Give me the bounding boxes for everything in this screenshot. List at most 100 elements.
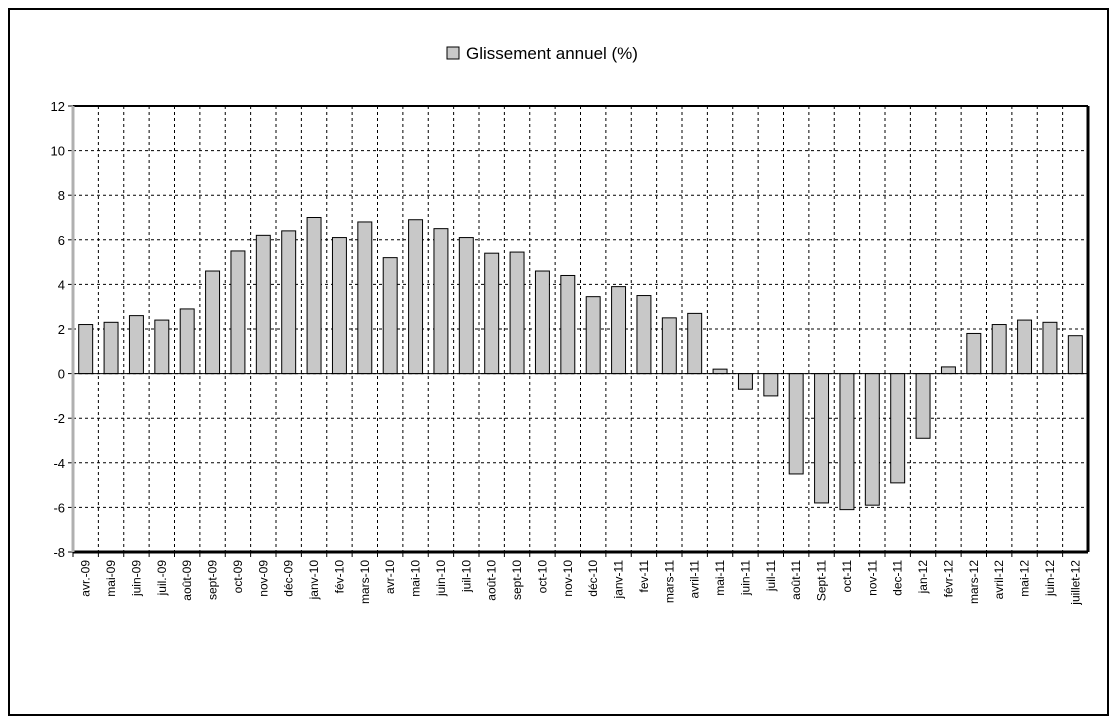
x-tick-label: sept-09: [206, 560, 220, 600]
x-tick-label: mars-11: [662, 560, 676, 603]
x-tick-label: avril-12: [992, 560, 1006, 600]
bar-mai-12: [1017, 319, 1033, 375]
x-tick-label: sept-10: [510, 560, 524, 600]
x-tick-label: nov-11: [865, 560, 879, 596]
bar-avr-10: [382, 257, 398, 375]
x-tick-label: mai-11: [713, 560, 727, 596]
x-tick-labels: avr.-09 mai-09 juin-09 juil.-09 août-09 sept-…: [79, 560, 1083, 606]
bar-avr.-09: [78, 324, 94, 375]
bar-nov-09: [255, 234, 271, 375]
bar-mars-12: [966, 332, 982, 375]
bar-dec-11: [890, 373, 906, 484]
x-tick-label: avr-10: [383, 560, 397, 594]
x-tick-label: fev-11: [637, 560, 651, 593]
y-tick-label: 2: [58, 322, 65, 337]
bar-fév-10: [331, 237, 347, 375]
bar-avril-11: [687, 312, 703, 375]
x-tick-label: avr.-09: [79, 560, 93, 597]
axes-group: [68, 105, 1090, 557]
bar-déc-09: [281, 230, 297, 375]
bar-août-10: [484, 252, 500, 375]
bar-août-11: [788, 373, 804, 475]
x-tick-label: juin-12: [1043, 560, 1057, 597]
y-tick-label: 10: [51, 144, 65, 159]
bars-group: [78, 217, 1083, 511]
x-tick-label: juil-11: [764, 560, 778, 592]
x-tick-label: août-11: [789, 560, 803, 600]
bar-nov-11: [864, 373, 880, 506]
x-tick-label: juin-09: [129, 560, 143, 597]
bar-sept-10: [509, 251, 525, 375]
bar-oct-09: [230, 250, 246, 375]
x-tick-label: nov-09: [256, 560, 270, 597]
y-tick-label: 8: [58, 188, 65, 203]
bar-juin-09: [128, 315, 144, 375]
bar-mai-11: [712, 368, 728, 375]
bar-févr-12: [940, 366, 956, 375]
x-tick-label: déc-10: [586, 560, 600, 597]
bar-Sept-11: [814, 373, 830, 504]
x-tick-label: fév-10: [332, 560, 346, 594]
y-tick-label: 12: [51, 99, 65, 114]
y-tick-label: -8: [53, 545, 65, 560]
bar-juil-10: [458, 237, 474, 375]
bar-déc-10: [585, 296, 601, 375]
x-tick-label: mars-12: [967, 560, 981, 604]
bar-sept-09: [205, 270, 221, 375]
x-tick-label: avril-11: [688, 560, 702, 599]
bar-mars-11: [661, 317, 677, 375]
y-tick-label: -4: [53, 456, 65, 471]
bar-juin-11: [737, 373, 753, 390]
x-tick-label: jan-12: [916, 560, 930, 595]
x-tick-label: dec-11: [891, 560, 905, 596]
x-tick-label: oct-09: [231, 560, 245, 594]
bar-oct-10: [534, 270, 550, 375]
bar-oct-11: [839, 373, 855, 511]
bar-nov-10: [560, 274, 576, 375]
x-tick-label: mai-09: [104, 560, 118, 597]
y-tick-labels: 12 10 8 6 4 2 0 -2 -4 -6 -8: [51, 99, 65, 560]
x-tick-label: Sept-11: [815, 560, 829, 601]
x-tick-label: nov-10: [561, 560, 575, 597]
x-tick-label: oct-10: [535, 560, 549, 594]
x-tick-label: juil-10: [459, 560, 473, 593]
x-tick-label: mai-10: [409, 560, 423, 597]
x-tick-label: juin-11: [738, 560, 752, 596]
bar-fev-11: [636, 295, 652, 375]
x-tick-label: juin-10: [434, 560, 448, 597]
legend-swatch: [446, 46, 460, 60]
bar-mai-09: [103, 321, 119, 375]
bar-jan-12: [915, 373, 931, 439]
x-tick-label: mars-10: [358, 560, 372, 604]
bar-juin-10: [433, 228, 449, 375]
bar-juil.-09: [154, 319, 170, 375]
y-tick-label: -6: [53, 500, 65, 515]
bar-juil-11: [763, 373, 779, 397]
bar-juillet-12: [1067, 335, 1083, 375]
y-tick-label: -2: [53, 411, 65, 426]
y-tick-label: 0: [58, 367, 65, 382]
x-tick-label: août-09: [180, 560, 194, 601]
x-tick-label: févr-12: [941, 560, 955, 598]
x-tick-label: janv-10: [307, 560, 321, 601]
y-tick-label: 6: [58, 233, 65, 248]
legend-label: Glissement annuel (%): [466, 44, 638, 63]
y-tick-label: 4: [58, 277, 65, 292]
x-tick-label: janv-11: [612, 560, 626, 600]
x-tick-label: déc-09: [282, 560, 296, 597]
bar-juin-12: [1042, 321, 1058, 375]
grid-lines: [73, 105, 1088, 553]
bar-mai-10: [408, 219, 424, 375]
x-tick-label: août-10: [485, 560, 499, 601]
bar-mars-10: [357, 221, 373, 375]
x-tick-label: juillet-12: [1068, 560, 1082, 606]
bar-janv-11: [611, 286, 627, 375]
bar-août-09: [179, 308, 195, 375]
x-tick-label: juil.-09: [155, 560, 169, 597]
x-tick-label: mai-12: [1018, 560, 1032, 597]
x-tick-label: oct-11: [840, 560, 854, 593]
bar-avril-12: [991, 324, 1007, 375]
legend: Glissement annuel (%): [446, 44, 638, 63]
bar-janv-10: [306, 217, 322, 375]
